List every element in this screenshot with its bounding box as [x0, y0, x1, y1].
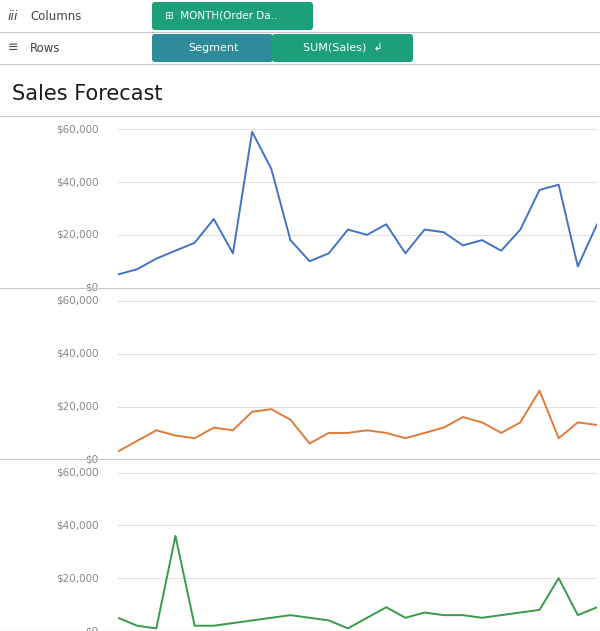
- Text: $20,000: $20,000: [56, 401, 98, 411]
- Text: $40,000: $40,000: [56, 349, 98, 358]
- Text: SUM(Sales)  ↲: SUM(Sales) ↲: [303, 43, 383, 53]
- Text: Sales Forecast: Sales Forecast: [12, 84, 163, 104]
- FancyBboxPatch shape: [152, 2, 313, 30]
- FancyBboxPatch shape: [152, 34, 273, 62]
- Text: $20,000: $20,000: [56, 573, 98, 583]
- Text: $40,000: $40,000: [56, 521, 98, 531]
- Text: ⊞  MONTH(Order Da..: ⊞ MONTH(Order Da..: [165, 11, 277, 21]
- Text: Columns: Columns: [30, 9, 82, 23]
- Text: $0: $0: [85, 454, 98, 464]
- Text: Segment: Segment: [188, 43, 238, 53]
- Text: $60,000: $60,000: [56, 468, 98, 478]
- Text: $40,000: $40,000: [56, 177, 98, 187]
- Text: $0: $0: [85, 283, 98, 293]
- Text: Rows: Rows: [30, 42, 61, 54]
- Text: $60,000: $60,000: [56, 296, 98, 306]
- Text: iii: iii: [8, 9, 19, 23]
- Text: ≡: ≡: [8, 42, 19, 54]
- FancyBboxPatch shape: [272, 34, 413, 62]
- Text: $0: $0: [85, 626, 98, 631]
- Text: $20,000: $20,000: [56, 230, 98, 240]
- Text: $60,000: $60,000: [56, 124, 98, 134]
